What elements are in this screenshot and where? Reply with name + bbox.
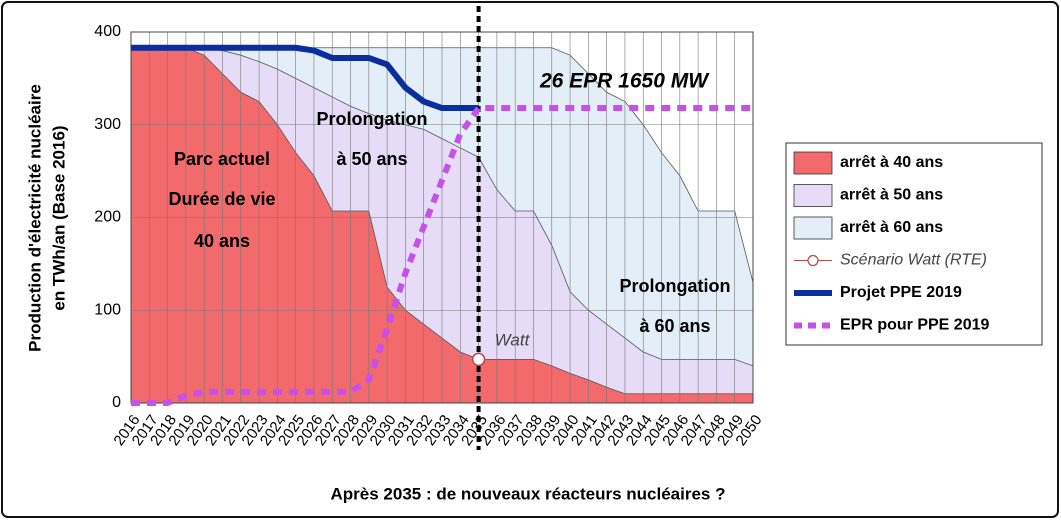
annotation: Watt (495, 330, 531, 349)
legend-label: EPR pour PPE 2019 (840, 317, 989, 334)
line (131, 44, 479, 112)
y-tick-label: 0 (112, 394, 121, 411)
annotation: à 50 ans (336, 149, 407, 169)
y-axis-label: en TWh/an (Base 2016) (49, 125, 68, 310)
y-axis-label: Production d'électricité nucléaire (25, 84, 44, 352)
legend-label: arrêt à 40 ans (840, 154, 943, 171)
legend-swatch (793, 151, 833, 175)
annotation: Durée de vie (168, 189, 275, 209)
legend-swatch (807, 254, 819, 267)
legend-label: arrêt à 50 ans (840, 187, 943, 204)
annotation: 40 ans (194, 231, 250, 251)
area (130, 47, 754, 404)
x-axis-label: Après 2035 : de nouveaux réacteurs nuclé… (331, 484, 726, 503)
plot-border (130, 31, 754, 404)
legend-label: arrêt à 60 ans (840, 219, 943, 236)
legend-box (785, 142, 1043, 346)
point (471, 352, 486, 367)
y-tick-label: 300 (94, 116, 121, 133)
legend-swatch (793, 184, 833, 207)
annotation: Prolongation (620, 276, 731, 296)
y-tick-label: 200 (94, 209, 121, 226)
legend-label: Scénario Watt (RTE) (840, 252, 987, 269)
annotation: Prolongation (317, 109, 428, 129)
annotation: Parc actuel (174, 149, 270, 169)
y-tick-label: 400 (94, 23, 121, 40)
legend-swatch (793, 216, 833, 240)
annotation: 26 EPR 1650 MW (539, 70, 710, 93)
line (131, 105, 753, 406)
annotation: à 60 ans (639, 316, 710, 336)
y-tick-label: 100 (94, 301, 121, 318)
legend-label: Projet PPE 2019 (840, 284, 962, 301)
